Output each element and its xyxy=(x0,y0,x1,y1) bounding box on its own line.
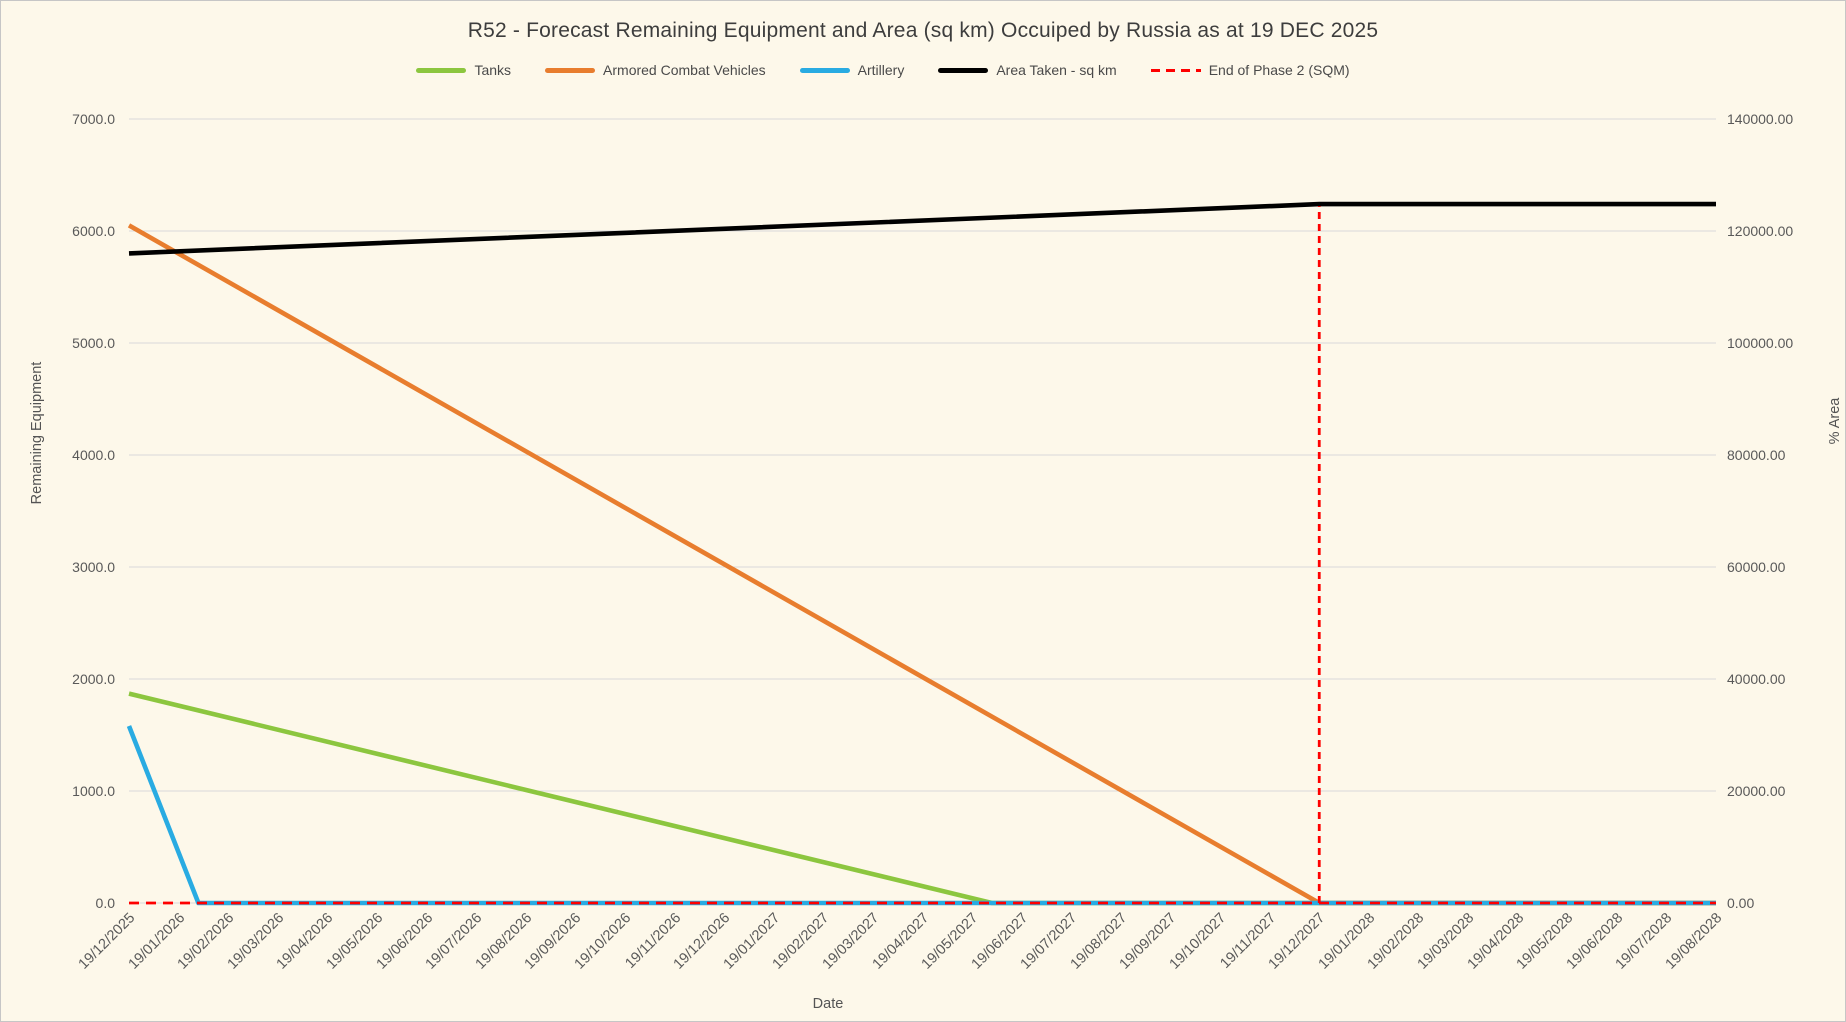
legend-swatch-area-taken xyxy=(938,67,989,73)
legend-label-artillery: Artillery xyxy=(857,62,905,78)
y-tick-label-left: 7000.0 xyxy=(72,111,115,127)
legend-label-armored-combat-vehicles: Armored Combat Vehicles xyxy=(603,62,766,78)
y-tick-label-right: 80000.00 xyxy=(1727,447,1786,463)
legend-swatch-tanks xyxy=(416,67,467,73)
legend-swatch-armored-combat-vehicles xyxy=(545,67,596,73)
legend-item-area-taken: Area Taken - sq km xyxy=(938,62,1117,78)
y-tick-label-left: 5000.0 xyxy=(72,335,115,351)
y-tick-label-right: 100000.00 xyxy=(1727,335,1794,351)
series-line-armored-combat-vehicles xyxy=(127,223,1716,906)
y-tick-label-left: 2000.0 xyxy=(72,671,115,687)
legend-item-armored-combat-vehicles: Armored Combat Vehicles xyxy=(545,62,766,78)
y-tick-label-right: 40000.00 xyxy=(1727,671,1786,687)
y-tick-label-right: 0.00 xyxy=(1727,895,1755,911)
y-tick-label-left: 6000.0 xyxy=(72,223,115,239)
legend: Tanks Armored Combat Vehicles Artillery … xyxy=(1,62,1765,78)
legend-item-tanks: Tanks xyxy=(416,62,511,78)
y-tick-label-left: 4000.0 xyxy=(72,447,115,463)
series-line-area-taken-sq-km xyxy=(128,201,1716,256)
y-tick-label-left: 3000.0 xyxy=(72,559,115,575)
left-axis-title: Remaining Equipment xyxy=(29,361,45,505)
y-tick-label-right: 140000.00 xyxy=(1727,111,1794,127)
legend-swatch-artillery xyxy=(799,67,850,73)
legend-label-tanks: Tanks xyxy=(474,62,512,78)
legend-swatch-end-of-phase-2 xyxy=(1150,68,1201,72)
y-tick-label-left: 0.0 xyxy=(95,895,115,911)
legend-item-artillery: Artillery xyxy=(799,62,905,78)
y-tick-label-left: 1000.0 xyxy=(72,783,115,799)
y-tick-label-right: 120000.00 xyxy=(1727,223,1794,239)
legend-item-end-of-phase-2: End of Phase 2 (SQM) xyxy=(1150,62,1350,78)
series-line-tanks xyxy=(128,691,1716,906)
x-axis-title: Date xyxy=(812,996,844,1012)
chart-title: R52 - Forecast Remaining Equipment and A… xyxy=(467,19,1379,42)
right-axis-title: % Area xyxy=(1827,397,1843,445)
y-tick-label-right: 60000.00 xyxy=(1727,559,1786,575)
y-tick-label-right: 20000.00 xyxy=(1727,783,1786,799)
legend-label-area-taken: Area Taken - sq km xyxy=(996,62,1117,78)
legend-label-end-of-phase-2: End of Phase 2 (SQM) xyxy=(1208,62,1350,78)
